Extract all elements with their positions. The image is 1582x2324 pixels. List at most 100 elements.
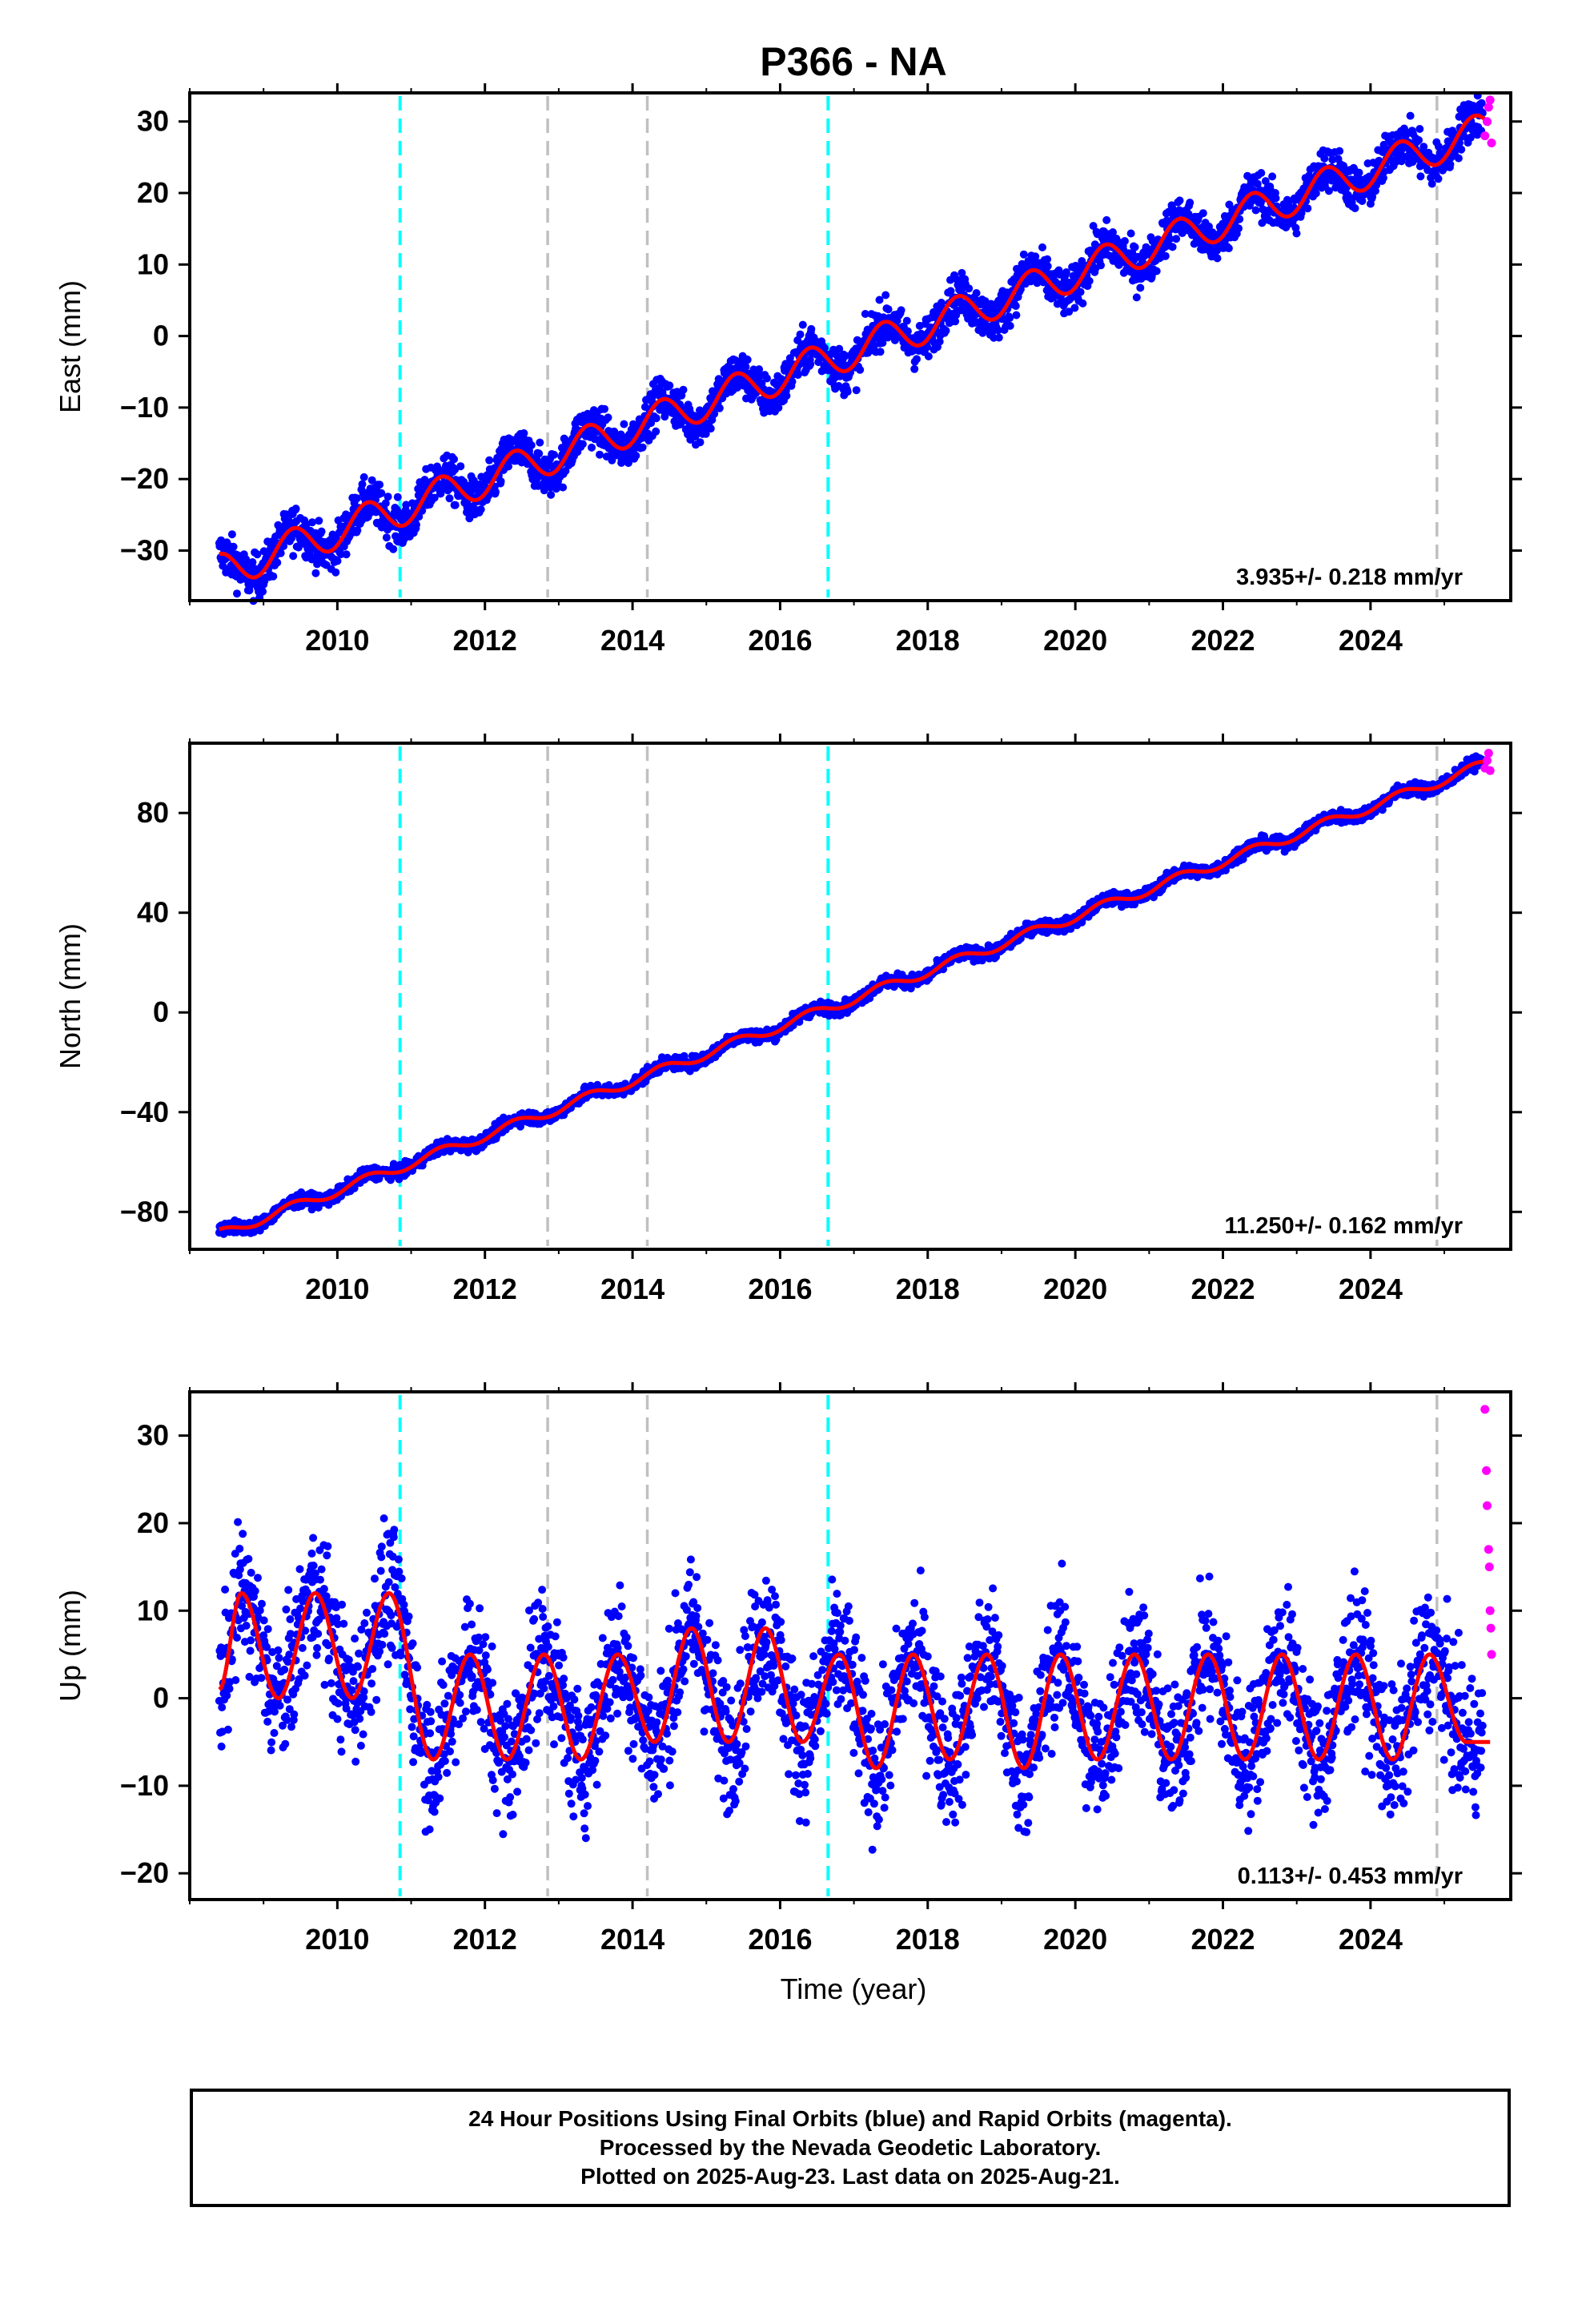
x-tick-label: 2012 [453, 624, 517, 657]
final-orbit-point [1268, 172, 1277, 181]
final-orbit-point [604, 413, 612, 422]
final-orbit-point [652, 427, 661, 436]
final-orbit-point [1011, 302, 1020, 310]
final-orbit-point [1172, 235, 1181, 243]
y-tick-label: −10 [120, 391, 169, 424]
y-tick-label: 20 [137, 176, 169, 209]
final-orbit-point [1070, 304, 1079, 312]
final-orbit-point [578, 440, 587, 448]
final-orbit-point [393, 493, 402, 501]
velocity-label: 3.935+/- 0.218 mm/yr [1236, 565, 1463, 590]
final-orbit-point [547, 490, 556, 499]
final-orbit-point [1406, 111, 1415, 120]
final-orbit-point [331, 568, 340, 577]
final-orbit-point [610, 427, 619, 436]
final-orbit-point [856, 365, 865, 374]
final-orbit-point [793, 371, 802, 380]
final-orbit-point [878, 339, 887, 348]
final-orbit-point [227, 530, 236, 539]
final-orbit-point [248, 558, 257, 566]
rapid-orbit-point [1487, 139, 1496, 148]
final-orbit-point [1043, 262, 1052, 271]
final-orbit-point [596, 450, 604, 459]
final-orbit-point [492, 488, 500, 497]
x-tick-label: 2022 [1191, 624, 1255, 657]
final-orbit-point [342, 550, 351, 559]
final-orbit-point [1351, 204, 1359, 212]
final-orbit-point [1120, 237, 1129, 245]
final-orbit-point [923, 343, 932, 352]
final-orbit-point [311, 569, 320, 577]
final-orbit-point [1454, 154, 1463, 163]
final-orbit-point [375, 480, 384, 489]
final-orbit-point [1043, 255, 1052, 263]
final-orbit-point [774, 404, 783, 412]
final-orbit-point [367, 476, 376, 485]
final-orbit-point [876, 348, 885, 356]
final-orbit-point [229, 542, 238, 551]
final-orbit-point [665, 381, 674, 390]
final-orbit-point [796, 330, 805, 339]
final-orbit-point [852, 386, 861, 395]
final-orbit-point [412, 521, 420, 529]
final-orbit-point [353, 526, 362, 535]
final-orbit-point [496, 477, 505, 485]
x-tick-label: 2018 [896, 624, 960, 657]
final-orbit-point [291, 505, 300, 513]
final-orbit-point [445, 494, 454, 503]
final-orbit-point [807, 324, 816, 333]
final-orbit-point [875, 296, 884, 304]
final-orbit-point [1271, 194, 1280, 203]
y-tick-label: −30 [120, 533, 169, 566]
final-orbit-point [1186, 199, 1195, 207]
final-orbit-point [1213, 254, 1222, 263]
final-orbit-point [1019, 250, 1028, 259]
final-orbit-point [942, 326, 950, 335]
final-orbit-point [520, 429, 528, 437]
final-orbit-point [1415, 125, 1424, 133]
final-orbit-point [913, 355, 921, 364]
final-orbit-point [638, 443, 647, 452]
final-orbit-point [1415, 136, 1423, 144]
final-orbit-point [1292, 229, 1301, 238]
y-tick-label: −20 [120, 462, 169, 495]
final-orbit-point [733, 384, 741, 392]
final-orbit-point [536, 438, 544, 447]
final-orbit-point [559, 483, 568, 492]
final-orbit-point [382, 533, 391, 542]
final-orbit-point [269, 572, 278, 581]
final-orbit-point [535, 449, 544, 458]
y-tick-label: 0 [153, 320, 169, 352]
final-orbit-point [359, 472, 368, 481]
final-orbit-point [741, 363, 750, 371]
final-orbit-point [835, 344, 844, 353]
rapid-orbit-point [1483, 117, 1492, 127]
final-orbit-point [527, 441, 536, 449]
final-orbit-point [1427, 179, 1436, 188]
final-orbit-point [1078, 299, 1087, 308]
panel-east: 2010 2012 2014 2016 2018 2020 2022 2024−30−20−1… [54, 83, 1522, 657]
final-orbit-point [485, 456, 494, 464]
final-orbit-point [1257, 169, 1266, 177]
final-orbit-point [1038, 243, 1046, 251]
final-orbit-point [456, 462, 465, 471]
final-orbit-point [451, 501, 460, 509]
final-orbit-point [820, 344, 829, 352]
final-orbit-point [903, 327, 912, 336]
final-orbit-point [1102, 215, 1111, 224]
final-orbit-point [902, 316, 911, 325]
final-orbit-point [315, 517, 323, 525]
final-orbit-point [620, 420, 628, 428]
final-orbit-point [352, 494, 361, 503]
final-orbit-point [782, 392, 791, 400]
rapid-orbit-point [1480, 131, 1490, 141]
chart-title: P366 - NA [760, 39, 946, 84]
final-orbit-point [1235, 224, 1243, 233]
final-orbit-point [624, 459, 632, 468]
final-orbit-point [965, 284, 974, 293]
final-orbit-points [215, 91, 1487, 605]
final-orbit-point [289, 552, 298, 561]
final-orbit-point [504, 462, 512, 471]
y-tick-label: 30 [137, 105, 169, 138]
